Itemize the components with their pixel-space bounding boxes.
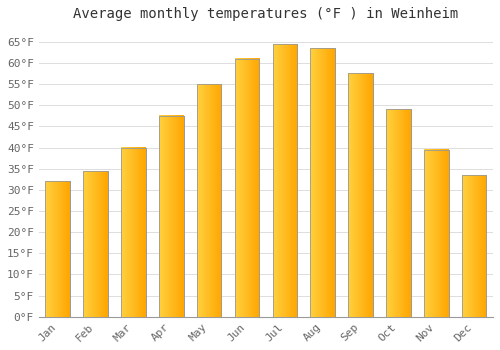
Bar	[84, 171, 108, 317]
Bar	[424, 150, 448, 317]
Bar	[424, 150, 448, 317]
Bar	[159, 116, 184, 317]
Bar	[197, 84, 222, 317]
Bar	[348, 74, 373, 317]
Bar	[348, 74, 373, 317]
Bar	[272, 44, 297, 317]
Bar	[310, 48, 335, 317]
Title: Average monthly temperatures (°F ) in Weinheim: Average monthly temperatures (°F ) in We…	[74, 7, 458, 21]
Bar	[386, 110, 410, 317]
Bar	[84, 171, 108, 317]
Bar	[272, 44, 297, 317]
Bar	[462, 175, 486, 317]
Bar	[159, 116, 184, 317]
Bar	[462, 175, 486, 317]
Bar	[234, 59, 260, 317]
Bar	[386, 110, 410, 317]
Bar	[234, 59, 260, 317]
Bar	[121, 148, 146, 317]
Bar	[121, 148, 146, 317]
Bar	[46, 181, 70, 317]
Bar	[310, 48, 335, 317]
Bar	[197, 84, 222, 317]
Bar	[46, 181, 70, 317]
